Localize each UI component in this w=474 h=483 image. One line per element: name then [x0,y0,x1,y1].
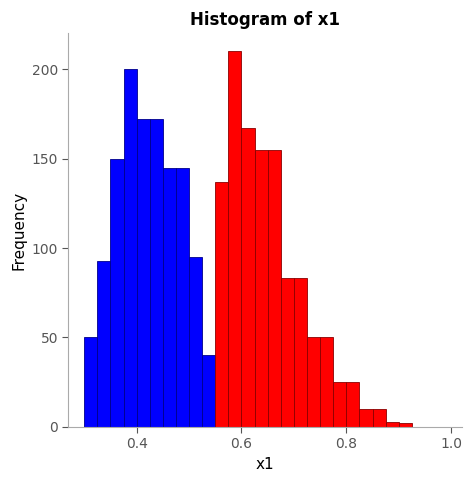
Bar [399,423,412,427]
Y-axis label: Frequency: Frequency [11,191,26,270]
Bar [373,409,386,427]
Bar [150,119,163,427]
Bar [97,261,110,427]
Bar [268,150,281,427]
Bar [386,422,399,427]
Bar [320,338,333,427]
Bar [307,338,320,427]
Bar [84,338,97,427]
Bar [333,382,346,427]
Bar [241,128,255,427]
Bar [255,150,268,427]
Bar [294,279,307,427]
Bar [359,409,373,427]
Bar [281,279,294,427]
Title: Histogram of x1: Histogram of x1 [190,11,340,29]
Bar [228,51,241,427]
Bar [202,355,215,427]
Bar [176,168,189,427]
Bar [163,168,176,427]
X-axis label: x1: x1 [256,457,274,472]
Bar [215,182,228,427]
Bar [215,382,228,427]
Bar [228,412,241,427]
Bar [346,382,359,427]
Bar [124,69,137,427]
Bar [189,257,202,427]
Bar [110,158,124,427]
Bar [137,119,150,427]
